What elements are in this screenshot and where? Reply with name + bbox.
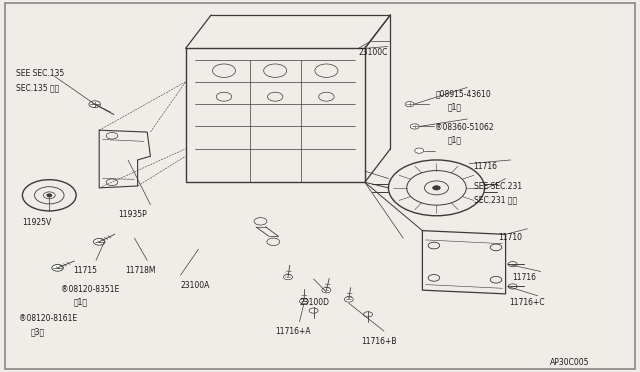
Text: SEC.231 参照: SEC.231 参照: [474, 195, 516, 204]
Circle shape: [284, 275, 292, 280]
Text: Ⓣ08915-43610: Ⓣ08915-43610: [435, 89, 491, 98]
Circle shape: [322, 288, 331, 293]
Text: AP30C005: AP30C005: [550, 358, 590, 367]
Text: （1）: （1）: [74, 298, 88, 307]
Text: 11716: 11716: [474, 162, 498, 171]
Text: SEE SEC.231: SEE SEC.231: [474, 182, 522, 191]
Circle shape: [410, 124, 419, 129]
Text: ®08120-8161E: ®08120-8161E: [19, 314, 77, 323]
Text: 11925V: 11925V: [22, 218, 52, 227]
Circle shape: [93, 238, 105, 245]
Text: 11715: 11715: [74, 266, 98, 275]
Circle shape: [433, 186, 440, 190]
Text: ®08360-51062: ®08360-51062: [435, 123, 494, 132]
Text: 11716+C: 11716+C: [509, 298, 545, 307]
Text: 11935P: 11935P: [118, 210, 147, 219]
Text: 11716+B: 11716+B: [362, 337, 397, 346]
Text: ®08120-8351E: ®08120-8351E: [61, 285, 119, 294]
Text: 23100D: 23100D: [300, 298, 330, 307]
Circle shape: [47, 194, 51, 196]
Text: 11718M: 11718M: [125, 266, 156, 275]
Text: 11716+A: 11716+A: [275, 327, 311, 336]
Circle shape: [52, 264, 63, 271]
Text: 11716: 11716: [512, 273, 536, 282]
Text: 11710: 11710: [498, 232, 522, 241]
Text: （1）: （1）: [448, 102, 462, 111]
Text: SEE SEC.135: SEE SEC.135: [16, 69, 64, 78]
Circle shape: [405, 102, 414, 107]
Circle shape: [344, 297, 353, 302]
Text: （1）: （1）: [448, 136, 462, 145]
Circle shape: [300, 299, 308, 304]
Text: SEC.135 参照: SEC.135 参照: [16, 84, 60, 93]
Text: 23100C: 23100C: [358, 48, 388, 57]
Circle shape: [415, 148, 424, 153]
Circle shape: [89, 101, 100, 108]
Text: （3）: （3）: [31, 327, 45, 336]
Text: 23100A: 23100A: [180, 281, 210, 290]
